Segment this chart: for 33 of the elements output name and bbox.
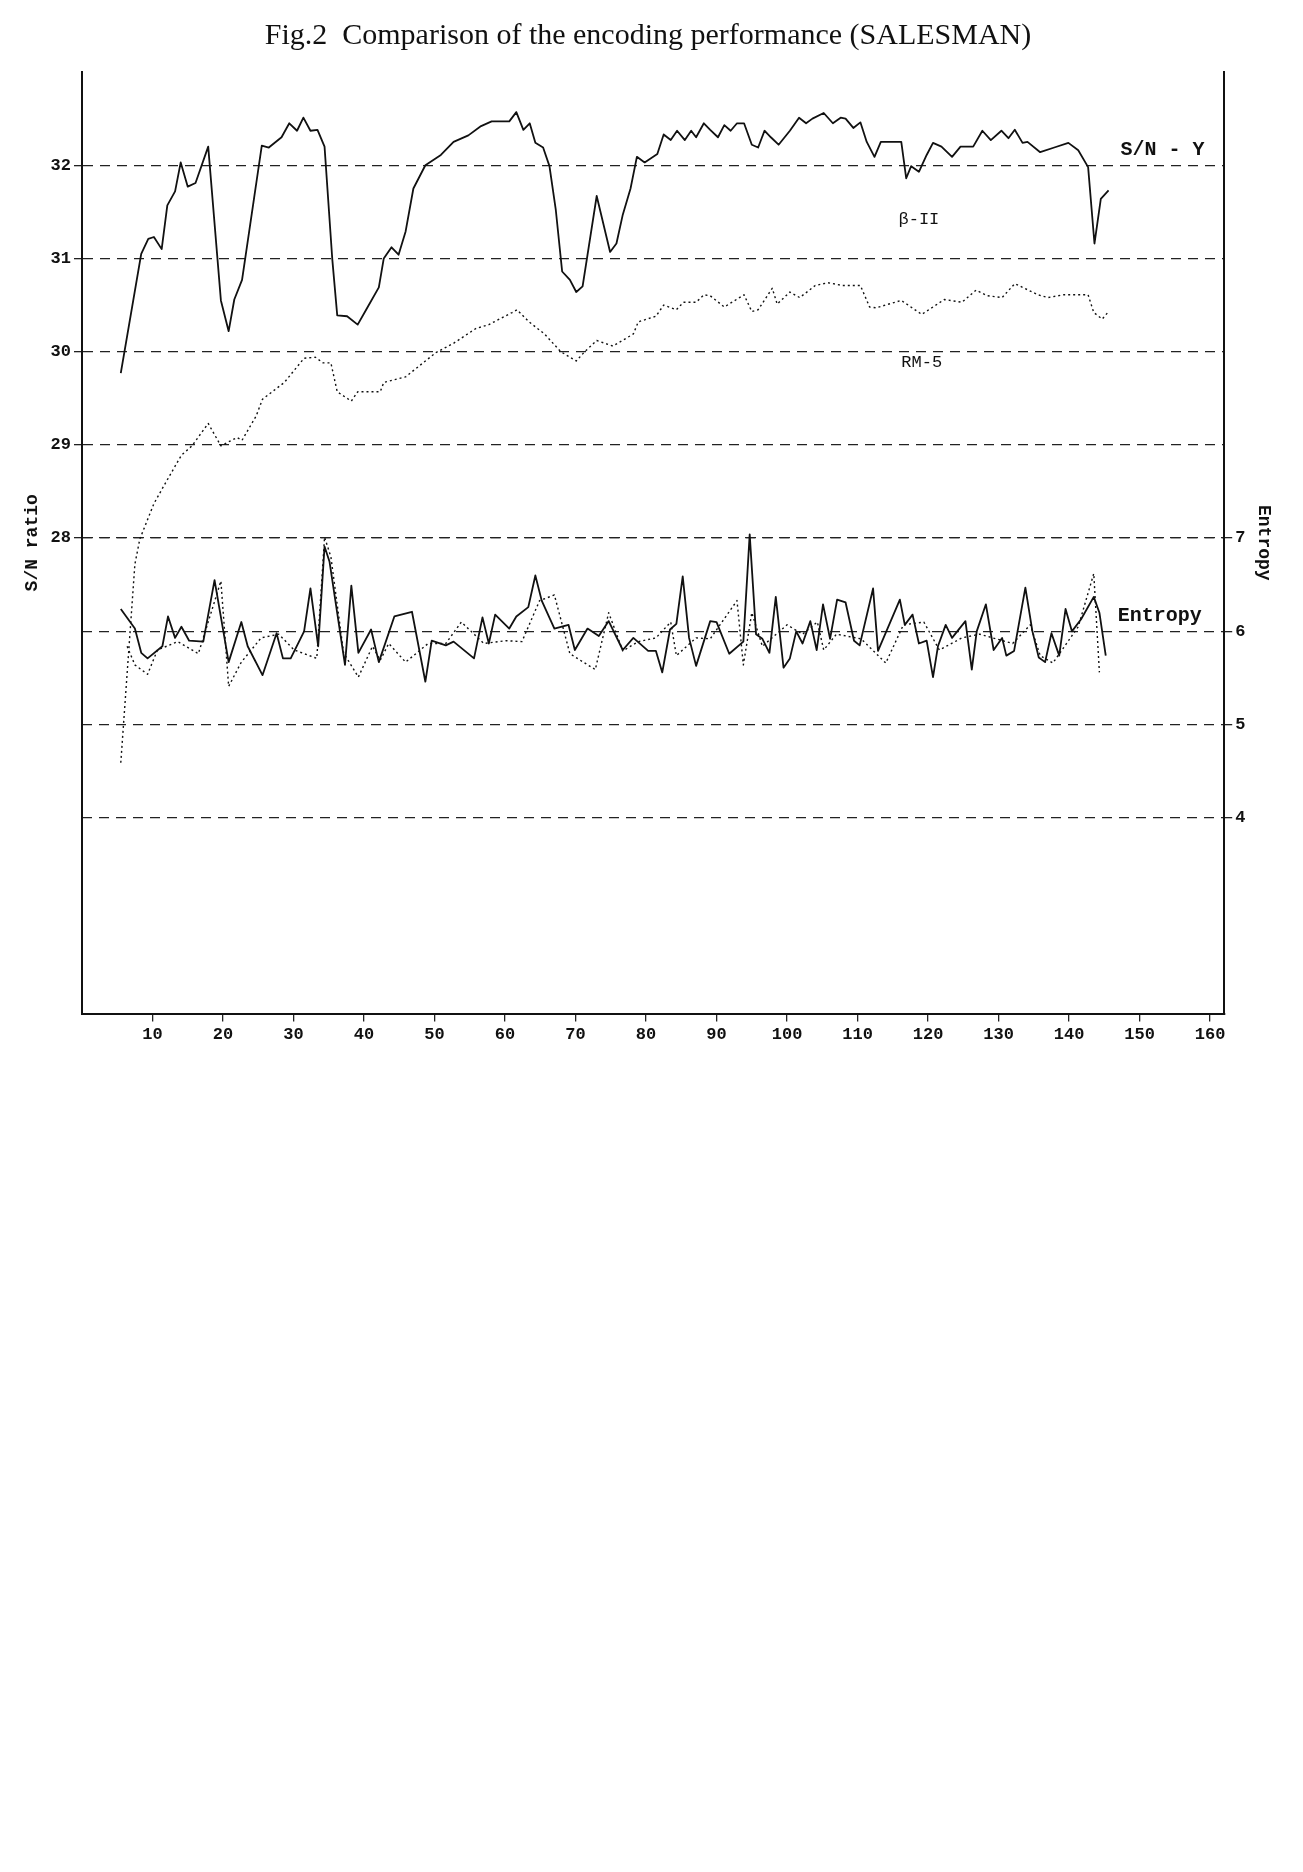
x-tick-label: 50: [424, 1025, 445, 1045]
x-tick-label: 130: [983, 1025, 1014, 1045]
y-tick-label: 28: [50, 528, 71, 548]
y2-tick-label: 4: [1235, 808, 1246, 828]
x-tick-label: 40: [353, 1025, 375, 1045]
chart-title: Fig.2 Comparison of the encoding performance (SALESMAN): [264, 16, 1032, 51]
x-tick-label: 90: [706, 1025, 727, 1045]
y-tick-label: 29: [50, 435, 71, 455]
y-axis-title: S/N ratio: [22, 494, 43, 592]
y2-tick-label: 5: [1235, 714, 1246, 734]
line-series: [120, 282, 1110, 764]
y2-tick-label: 7: [1235, 528, 1246, 548]
x-tick-label: 20: [212, 1025, 234, 1045]
y-tick-label: 30: [50, 341, 71, 361]
x-tick-label: 80: [635, 1025, 657, 1045]
y-tick-label: 32: [50, 155, 71, 175]
annotation: Entropy: [1117, 603, 1202, 627]
y2-axis-title: Entropy: [1253, 504, 1274, 581]
x-tick-label: 70: [565, 1025, 586, 1045]
x-tick-label: 140: [1053, 1025, 1085, 1045]
x-tick-label: 160: [1194, 1025, 1226, 1045]
x-tick-label: 60: [494, 1025, 516, 1045]
series-label: β-II: [898, 210, 940, 230]
text: RM-5: [901, 352, 943, 372]
x-tick-label: 10: [142, 1025, 163, 1045]
x-tick-label: 120: [912, 1025, 944, 1045]
x-tick-label: 110: [842, 1025, 873, 1045]
y-tick-label: 31: [50, 248, 71, 268]
y2-tick-label: 6: [1235, 621, 1246, 641]
annotation: S/N - Y: [1120, 138, 1205, 162]
x-tick-label: 30: [283, 1025, 304, 1045]
x-tick-label: 100: [771, 1025, 803, 1045]
x-tick-label: 150: [1124, 1025, 1155, 1045]
